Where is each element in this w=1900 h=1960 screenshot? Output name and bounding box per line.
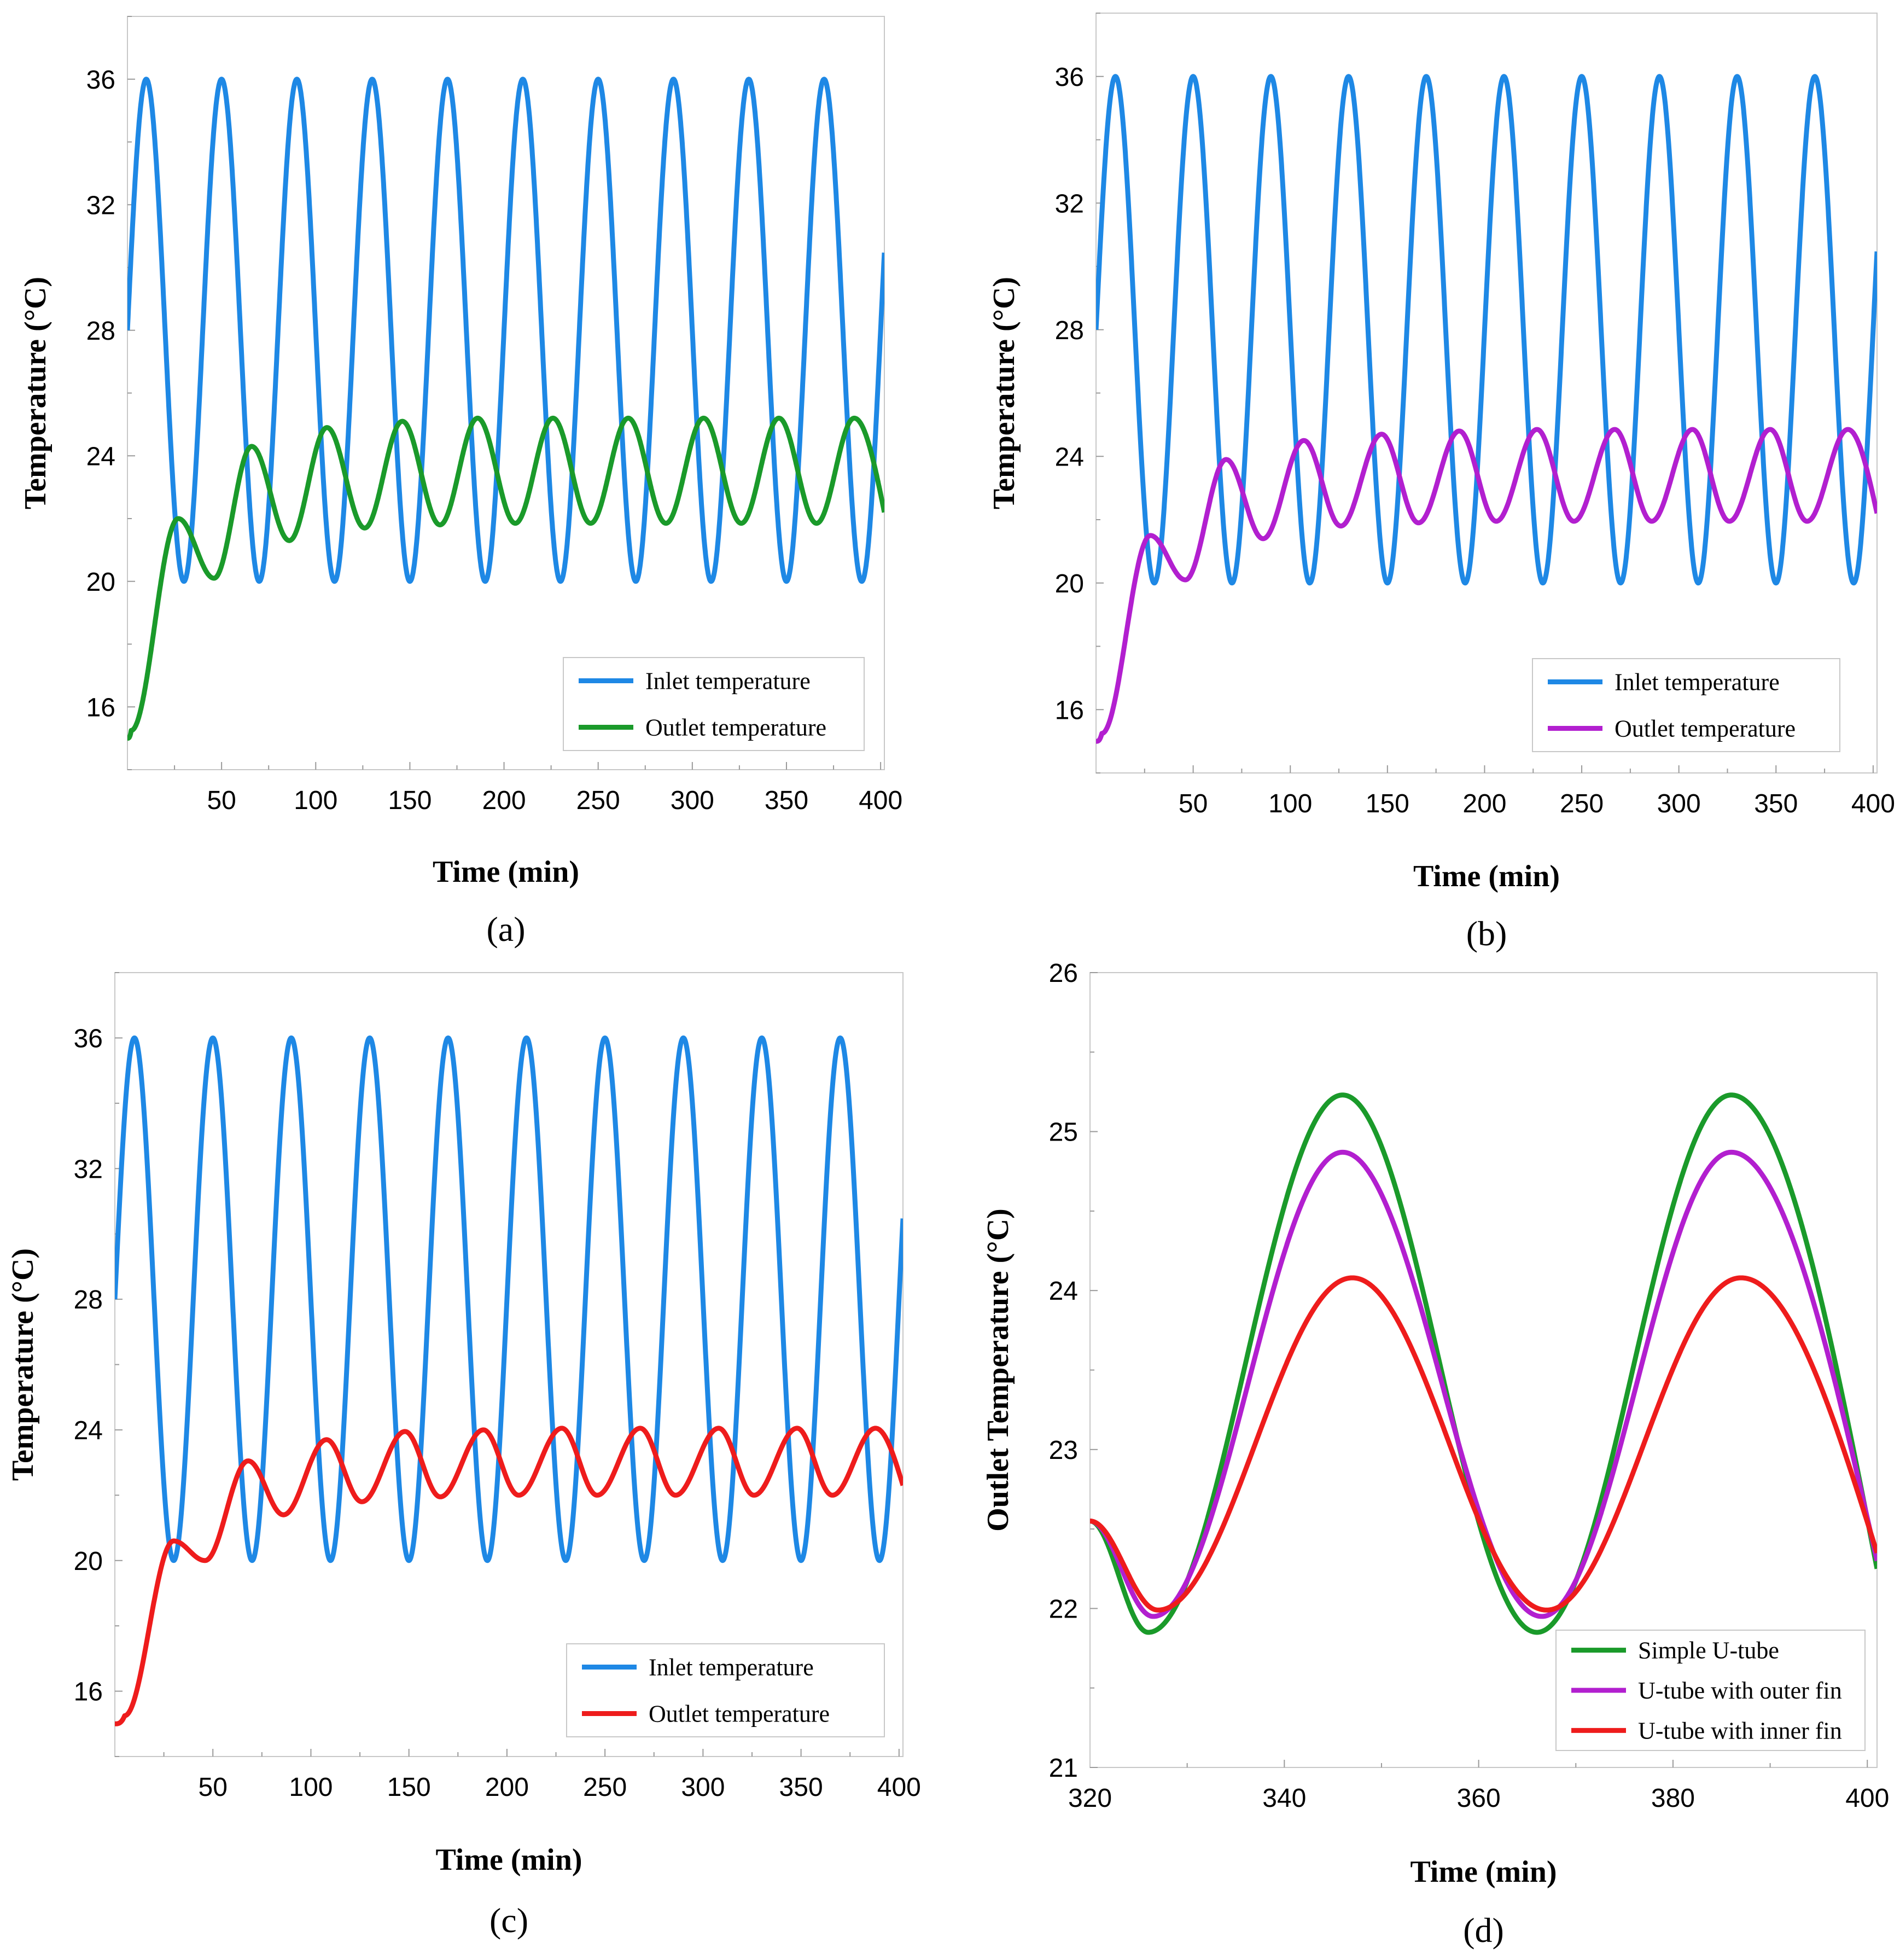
- x-tick-label: 400: [1851, 789, 1895, 818]
- x-tick-label: 50: [207, 786, 236, 815]
- x-tick-label: 400: [877, 1773, 921, 1802]
- x-tick-label: 250: [576, 786, 620, 815]
- panel-a: 50 100 150 200 250 300 350 400 16 20 24 28 32 36 Time …: [19, 16, 902, 949]
- x-tick-label: 150: [388, 786, 432, 815]
- y-tick-label: 28: [1055, 316, 1084, 345]
- y-tick-label: 24: [1055, 443, 1084, 472]
- series-line-inlet-temperature: [127, 77, 884, 584]
- series-line-u-tube-with-outer-fin: [1090, 1149, 1877, 1619]
- x-tick-label: 150: [1366, 789, 1409, 818]
- legend-entry-label: Outlet temperature: [649, 1701, 830, 1728]
- legend-entry-label: Simple U-tube: [1638, 1637, 1779, 1664]
- panel-c: 50 100 150 200 250 300 350 400 16 20 24 28 32 36 Time …: [6, 972, 921, 1940]
- y-axis-title: Temperature (°C): [19, 277, 53, 509]
- x-tick-label: 250: [583, 1773, 627, 1802]
- y-tick-label: 20: [1055, 569, 1084, 598]
- legend-box: [566, 1643, 885, 1737]
- x-tick-label: 350: [1754, 789, 1798, 818]
- x-tick-label: 360: [1457, 1784, 1501, 1813]
- x-tick-label: 300: [1657, 789, 1701, 818]
- y-tick-label: 28: [74, 1286, 103, 1315]
- series-line-outlet-temperature: [127, 415, 884, 741]
- y-axis-title: Outlet Temperature (°C): [981, 1208, 1015, 1532]
- x-tick-label: 150: [387, 1773, 431, 1802]
- y-tick-label: 26: [1049, 959, 1078, 988]
- panel-label: (c): [489, 1901, 528, 1940]
- x-tick-label: 380: [1651, 1784, 1695, 1813]
- panel-b: 50 100 150 200 250 300 350 400 16 20 24 28 32 36 Time …: [987, 13, 1895, 953]
- y-tick-label: 22: [1049, 1595, 1078, 1624]
- panel-d: 320 340 360 380 400 21 22 23 24 25 26 Time (min) Out…: [981, 959, 1889, 1950]
- legend: Inlet temperature Outlet temperature: [1532, 658, 1840, 752]
- panel-label: (b): [1466, 914, 1507, 953]
- legend-entry-label: U-tube with inner fin: [1638, 1717, 1842, 1744]
- series-line-u-tube-with-inner-fin: [1090, 1275, 1877, 1613]
- series-line-outlet-temperature: [1096, 427, 1877, 744]
- x-axis-title: Time (min): [433, 855, 579, 889]
- legend-entry-label: U-tube with outer fin: [1638, 1677, 1842, 1704]
- x-tick-label: 50: [1179, 789, 1208, 818]
- x-tick-label: 200: [1462, 789, 1506, 818]
- legend: Simple U-tube U-tube with outer fin U-tube…: [1555, 1630, 1866, 1751]
- x-tick-label: 50: [199, 1773, 228, 1802]
- x-axis-title: Time (min): [435, 1843, 582, 1877]
- y-tick-label: 21: [1049, 1754, 1078, 1783]
- y-tick-label: 32: [74, 1155, 103, 1184]
- y-tick-label: 32: [1055, 189, 1084, 218]
- x-tick-label: 100: [294, 786, 337, 815]
- x-tick-label: 300: [671, 786, 714, 815]
- legend-entry-label: Outlet temperature: [645, 714, 826, 741]
- legend-entry-label: Inlet temperature: [1615, 669, 1780, 696]
- panel-label: (a): [486, 910, 525, 949]
- series-line-simple-u-tube: [1090, 1092, 1877, 1635]
- y-tick-label: 24: [86, 442, 115, 471]
- legend: Inlet temperature Outlet temperature: [566, 1643, 885, 1737]
- y-tick-label: 20: [86, 568, 115, 597]
- y-tick-label: 28: [86, 317, 115, 346]
- series-line-inlet-temperature: [1096, 74, 1877, 586]
- x-tick-label: 200: [485, 1773, 529, 1802]
- y-tick-label: 36: [74, 1024, 103, 1053]
- legend-entry-label: Outlet temperature: [1615, 716, 1796, 742]
- y-tick-label: 16: [86, 693, 115, 722]
- x-tick-label: 300: [681, 1773, 725, 1802]
- y-tick-label: 32: [86, 191, 115, 220]
- y-tick-label: 24: [74, 1416, 103, 1445]
- y-tick-label: 25: [1049, 1118, 1078, 1147]
- y-tick-label: 36: [86, 66, 115, 95]
- y-axis-title: Temperature (°C): [6, 1248, 40, 1481]
- legend-box: [563, 657, 865, 751]
- x-axis-title: Time (min): [1410, 1855, 1557, 1889]
- x-tick-label: 100: [1268, 789, 1312, 818]
- legend-entry-label: Inlet temperature: [649, 1654, 814, 1681]
- series-line-inlet-temperature: [115, 1035, 903, 1563]
- x-tick-label: 320: [1068, 1784, 1112, 1813]
- y-tick-label: 16: [74, 1678, 103, 1707]
- x-tick-label: 250: [1560, 789, 1604, 818]
- y-tick-label: 24: [1049, 1277, 1078, 1306]
- legend: Inlet temperature Outlet temperature: [563, 657, 865, 751]
- x-tick-label: 400: [859, 786, 902, 815]
- x-tick-label: 400: [1845, 1784, 1889, 1813]
- panel-label: (d): [1463, 1911, 1504, 1950]
- x-axis-title: Time (min): [1413, 859, 1560, 893]
- x-tick-label: 200: [482, 786, 526, 815]
- x-tick-label: 100: [289, 1773, 333, 1802]
- x-tick-label: 350: [779, 1773, 823, 1802]
- legend-entry-label: Inlet temperature: [645, 668, 811, 695]
- legend-box: [1532, 658, 1840, 752]
- x-tick-label: 350: [765, 786, 808, 815]
- series-line-outlet-temperature: [115, 1426, 903, 1726]
- x-tick-label: 340: [1262, 1784, 1306, 1813]
- y-tick-label: 36: [1055, 63, 1084, 92]
- y-axis-title: Temperature (°C): [987, 277, 1021, 509]
- y-tick-label: 23: [1049, 1436, 1078, 1465]
- y-tick-label: 16: [1055, 696, 1084, 725]
- y-tick-label: 20: [74, 1547, 103, 1576]
